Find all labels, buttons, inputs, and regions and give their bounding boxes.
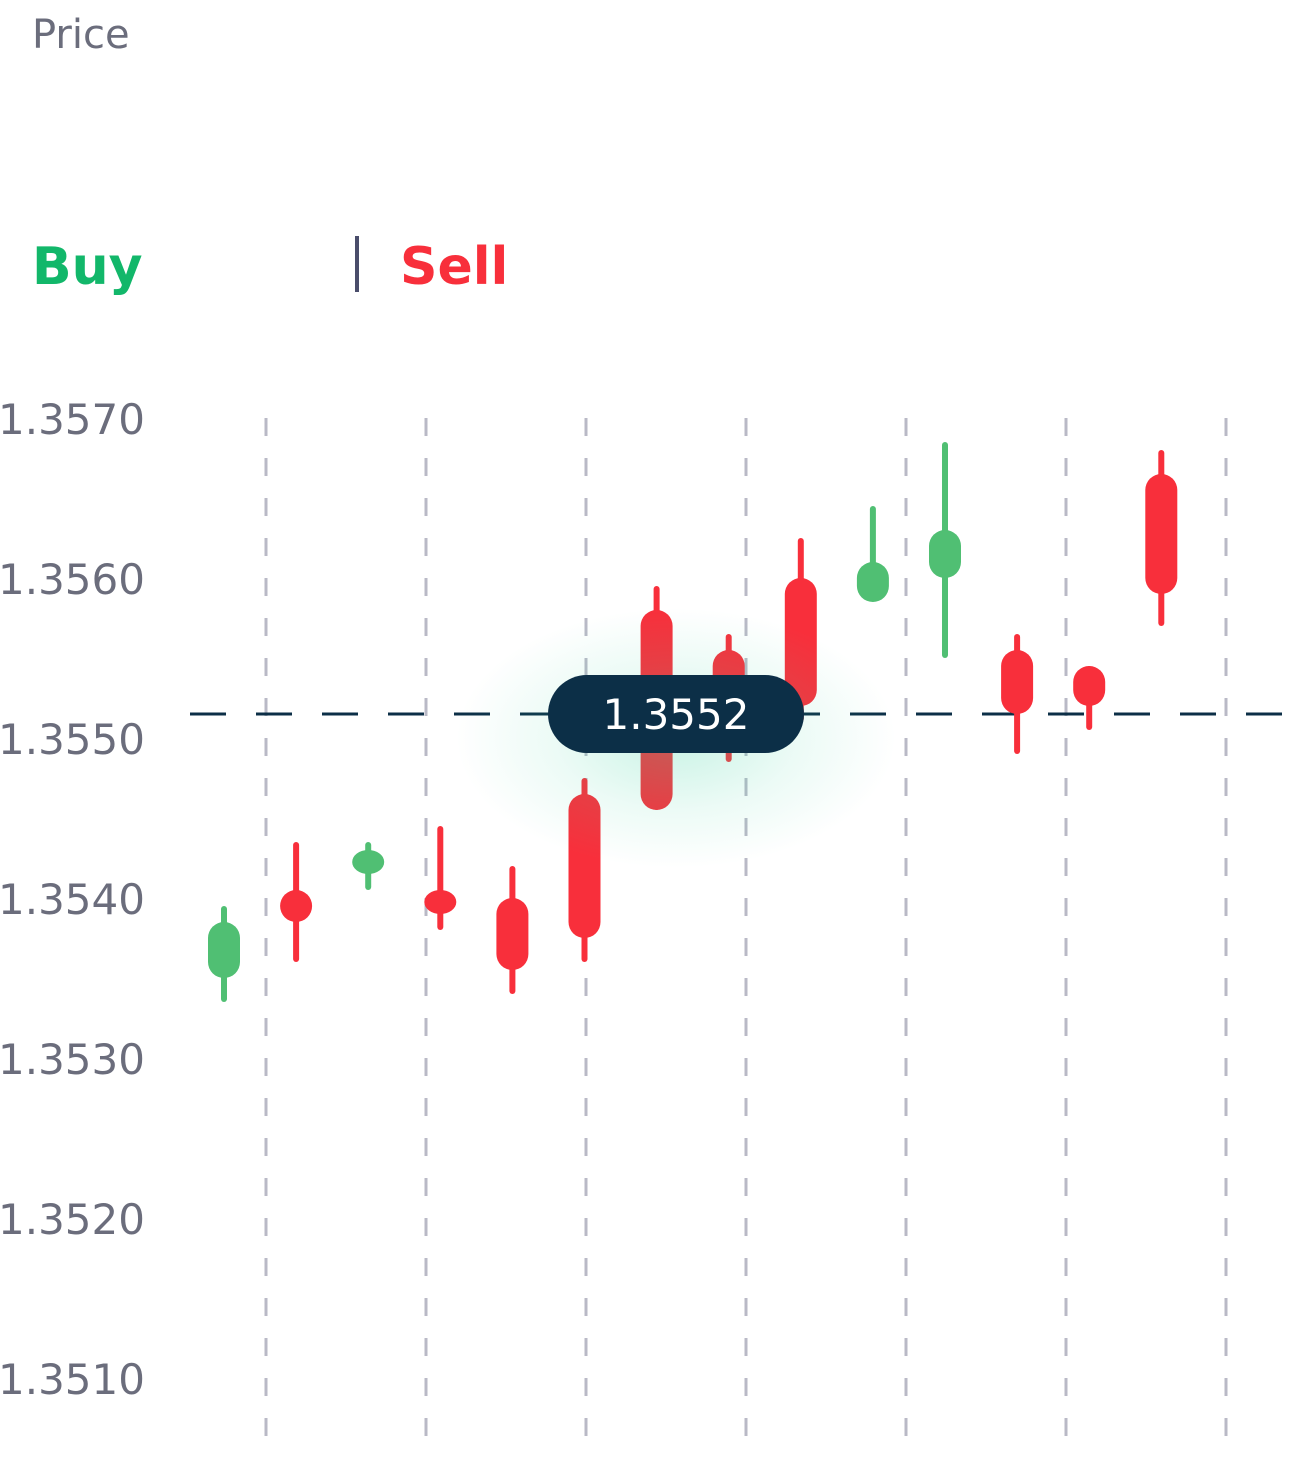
vertical-gridlines [264, 418, 1228, 1450]
legend: Buy Sell [32, 236, 508, 297]
candle-4-sell [424, 826, 457, 930]
y-tick-label: 1.3560 [0, 555, 145, 604]
candle-body [208, 922, 240, 978]
candle-10-buy [856, 506, 889, 602]
candle-2-sell [280, 842, 313, 962]
legend-separator [355, 236, 359, 292]
current-price-badge-bg [548, 675, 804, 753]
y-tick-label: 1.3550 [0, 715, 145, 764]
candle-12-sell [1001, 634, 1034, 754]
candle-11-buy [929, 442, 961, 658]
y-tick-label: 1.3510 [0, 1355, 145, 1404]
candle-body [929, 530, 961, 578]
y-tick-label: 1.3570 [0, 395, 145, 444]
candle-body [352, 850, 385, 874]
candle-body [280, 890, 313, 922]
y-axis: 1.3570 1.3560 1.3550 1.3540 1.3530 1.3520 1.35… [0, 395, 145, 1404]
candle-body [1073, 666, 1106, 706]
legend-buy-label: Buy [32, 237, 143, 297]
current-price-badge: 1.3552 [456, 608, 896, 868]
candle-body [1145, 474, 1178, 594]
candle-13-sell [1073, 666, 1106, 730]
legend-sell-label: Sell [400, 237, 508, 297]
candle-body [856, 562, 889, 602]
current-price-label: 1.3552 [603, 690, 750, 739]
y-tick-label: 1.3530 [0, 1035, 145, 1084]
candle-wick [437, 826, 444, 930]
candle-3-buy [352, 842, 385, 890]
y-tick-label: 1.3520 [0, 1195, 145, 1244]
candle-body [1001, 650, 1034, 714]
candle-14-sell [1145, 450, 1178, 626]
chart-title: Price [32, 12, 130, 58]
candle-1-buy [208, 906, 240, 1002]
y-tick-label: 1.3540 [0, 875, 145, 924]
candle-body [424, 890, 457, 914]
candle-body [496, 898, 529, 970]
candle-5-sell [496, 866, 529, 994]
